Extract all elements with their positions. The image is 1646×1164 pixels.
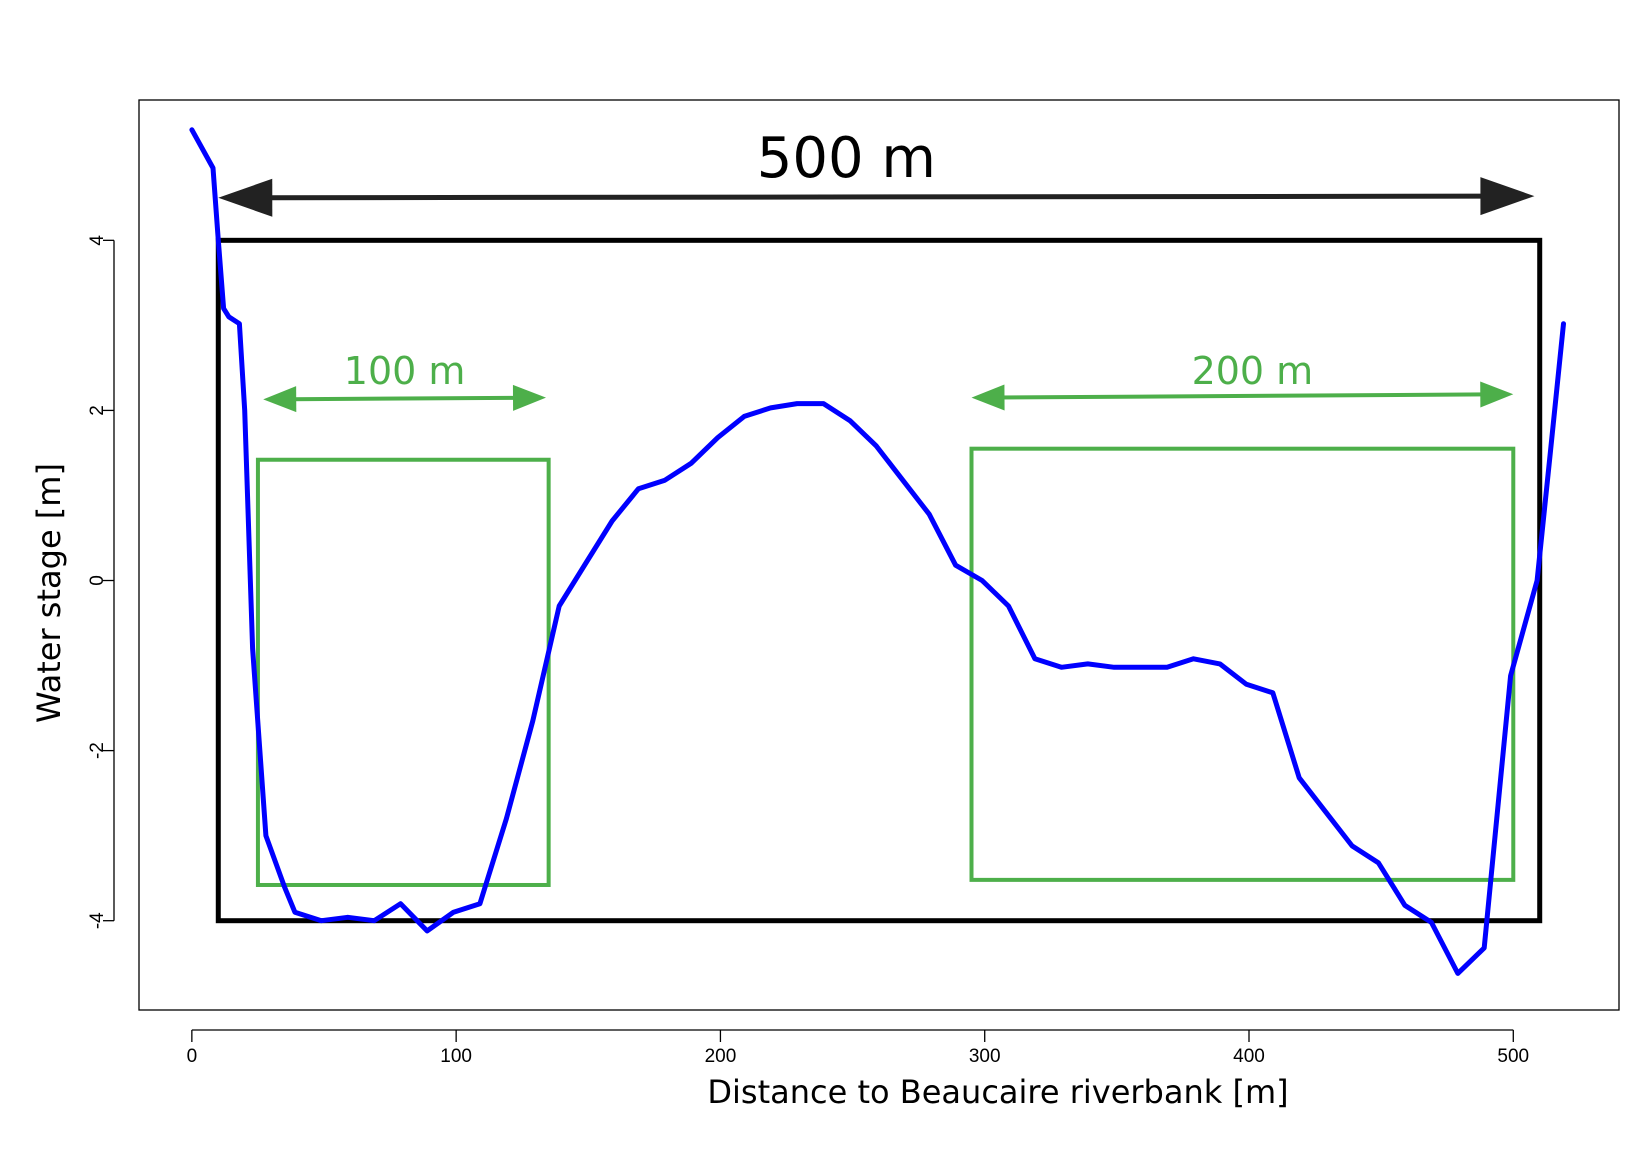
arrow-head — [1480, 177, 1535, 216]
x-axis: 0 100 200 300 400 500 — [187, 1029, 1529, 1067]
series-line-0 — [189, 127, 1566, 976]
arrow-head — [971, 384, 1005, 411]
green-rectangle-left — [255, 457, 551, 887]
label-200m: 200 m — [1192, 349, 1314, 393]
y-axis: -4 -2 0 2 4 — [87, 235, 115, 929]
label-100m: 100 m — [344, 349, 466, 393]
x-tick-label: 0 — [187, 1046, 198, 1067]
plot-frame — [138, 99, 1620, 1011]
annotation-labels: 500 m 100 m 200 m — [344, 126, 1313, 393]
arrow-shaft — [997, 392, 1487, 400]
x-tick-label: 400 — [1233, 1046, 1265, 1067]
annotations — [215, 177, 1543, 924]
x-tick-label: 100 — [440, 1046, 472, 1067]
arrow-head — [263, 386, 297, 413]
x-tick-label: 500 — [1497, 1046, 1529, 1067]
green-arrow-200m — [971, 381, 1514, 411]
y-tick-label: -2 — [87, 742, 108, 759]
black-arrow-500m — [218, 177, 1535, 217]
green-arrow-100m — [263, 384, 546, 413]
arrow-head — [1480, 381, 1514, 408]
arrow-head — [512, 384, 546, 411]
y-tick-label: -4 — [87, 912, 108, 929]
x-axis-title: Distance to Beaucaire riverbank [m] — [707, 1073, 1288, 1111]
y-tick-label: 0 — [87, 575, 108, 586]
x-tick-label: 200 — [705, 1046, 737, 1067]
black-rectangle — [215, 237, 1543, 924]
arrow-shaft — [261, 193, 1492, 201]
x-tick-label: 300 — [969, 1046, 1001, 1067]
y-axis-title: Water stage [m] — [30, 463, 68, 723]
arrow-shaft — [289, 395, 520, 402]
arrow-head — [218, 178, 273, 217]
y-tick-label: 2 — [87, 405, 108, 416]
series-layer — [189, 127, 1566, 976]
y-tick-label: 4 — [87, 235, 108, 246]
label-500m: 500 m — [757, 126, 936, 191]
